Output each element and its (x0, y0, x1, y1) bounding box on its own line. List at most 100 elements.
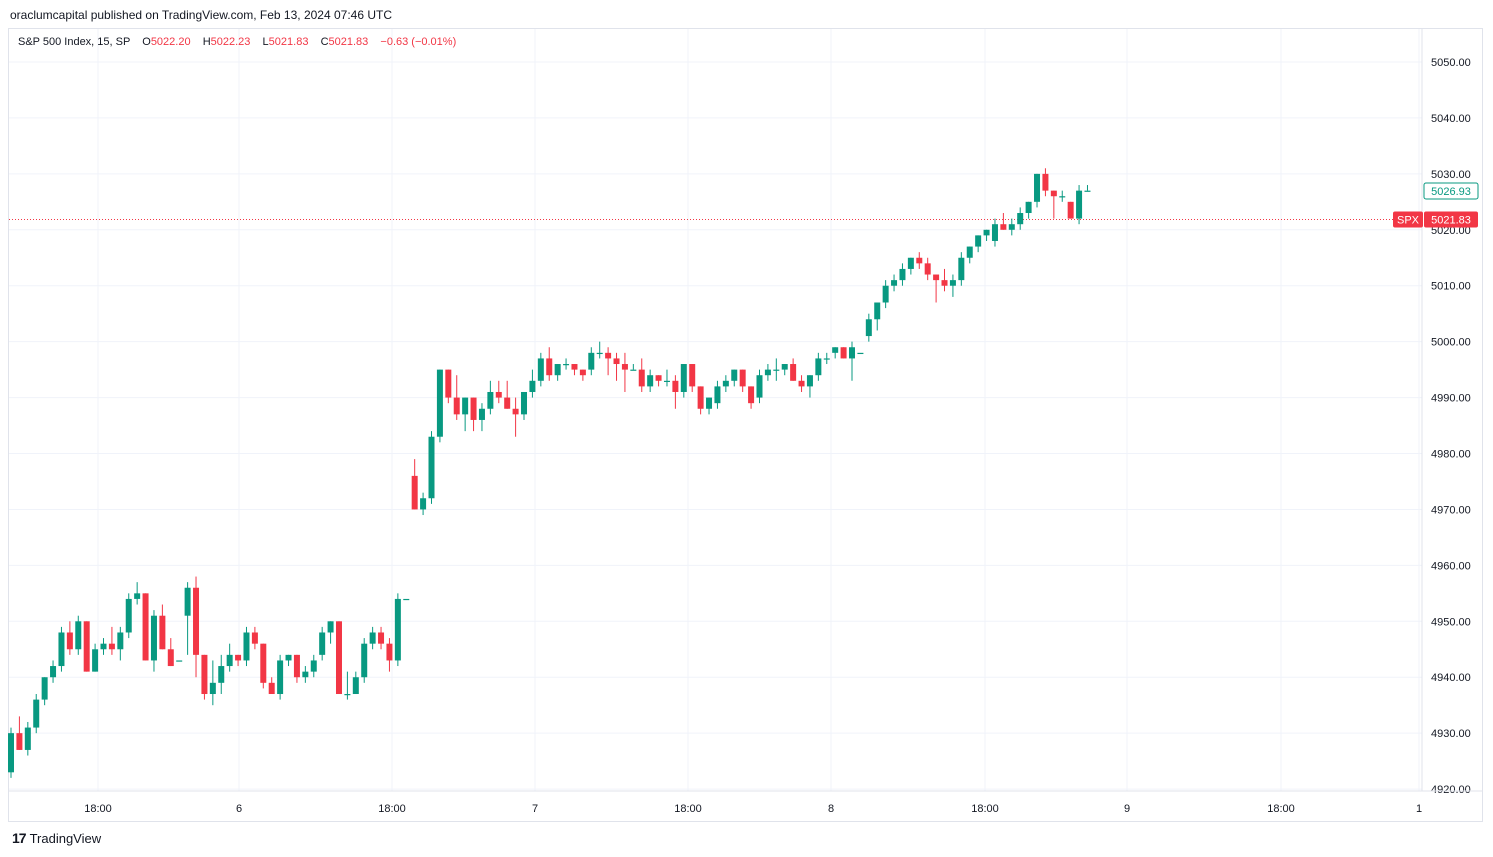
candle-body (184, 587, 191, 616)
chart-frame[interactable] (8, 28, 1483, 822)
price-tick-label: 4930.00 (1431, 728, 1471, 740)
candle-body (16, 733, 23, 750)
time-tick-label: 18:00 (674, 803, 702, 815)
time-tick-label: 1 (1416, 803, 1422, 815)
candle-body (193, 587, 200, 655)
candle-body (1017, 213, 1024, 225)
candle-body (1084, 190, 1091, 192)
candle-body (647, 375, 654, 387)
candle-body (714, 386, 721, 404)
candle-body (394, 598, 401, 661)
candle-body (167, 649, 174, 667)
time-tick-label: 9 (1124, 803, 1130, 815)
candle-body (260, 643, 267, 683)
price-tick-label: 4920.00 (1431, 784, 1471, 796)
candle-body (924, 263, 931, 275)
time-tick-label: 6 (236, 803, 242, 815)
candle-body (470, 397, 477, 420)
candle-body (731, 369, 738, 381)
candle-body (933, 274, 940, 281)
price-tick-label: 4960.00 (1431, 560, 1471, 572)
legend-low-label: L (262, 36, 269, 48)
candle-body (462, 397, 469, 415)
candle-body (108, 643, 115, 650)
candle-body (579, 369, 586, 376)
time-tick-label: 8 (828, 803, 834, 815)
candle-body (563, 364, 570, 366)
time-tick-label: 18:00 (378, 803, 406, 815)
candle-body (613, 358, 620, 365)
candle-body (150, 615, 157, 661)
candle-body (588, 352, 595, 370)
candle-body (243, 632, 250, 661)
tradingview-logo-icon: 17 (12, 830, 27, 846)
candle-body (302, 671, 309, 678)
legend-symbol: S&P 500 Index, 15, SP (18, 36, 131, 48)
candle-body (823, 358, 830, 360)
legend-close-label: C (320, 36, 329, 48)
candle-body (235, 654, 242, 661)
candle-body (327, 621, 334, 633)
legend-open-value: 5022.20 (150, 36, 191, 48)
legend-change-value: −0.63 (−0.01%) (380, 36, 457, 48)
candle-body (24, 727, 31, 750)
candle-body (621, 364, 628, 370)
candle-body (605, 352, 612, 359)
candle-body (251, 632, 258, 644)
candle-body (344, 694, 351, 696)
legend-high-label: H (202, 36, 211, 48)
last-price-tag (1423, 182, 1479, 200)
candle-body (865, 319, 872, 337)
legend-close-value: 5021.83 (328, 36, 369, 48)
candle-body (403, 598, 410, 601)
candle-body (781, 364, 788, 370)
candles (8, 168, 1091, 778)
candle-body (857, 352, 864, 355)
ticker-tag-label: SPX (1397, 215, 1420, 227)
candle-body (1076, 190, 1083, 219)
candle-body (554, 364, 561, 376)
candle-body (655, 375, 662, 381)
candle-body (739, 369, 746, 387)
price-tick-label: 4990.00 (1431, 393, 1471, 405)
price-tick-label: 4970.00 (1431, 504, 1471, 516)
candle-body (83, 621, 90, 672)
candle-body (142, 593, 149, 661)
candle-body (798, 380, 805, 387)
candle-body (663, 380, 670, 383)
candle-body (874, 302, 881, 320)
candle-body (361, 643, 368, 678)
candle-body (697, 386, 704, 409)
candle-body (521, 391, 528, 415)
candle-body (630, 369, 637, 371)
candle-body (134, 593, 141, 599)
price-axis: 5050.00 5040.00 5030.00 5020.00 5010.00 5000.… (1421, 29, 1471, 796)
candle-body (773, 369, 780, 371)
candle-body (293, 654, 300, 678)
candle-body (916, 257, 923, 264)
candle-body (832, 347, 839, 353)
candle-body (891, 280, 898, 286)
candle-body (546, 358, 553, 376)
tradingview-branding[interactable]: 17 TradingView (12, 830, 101, 846)
candle-body (436, 369, 443, 437)
candle-body (958, 257, 965, 281)
attribution-text: oraclumcapital published on TradingView.… (10, 8, 393, 22)
candle-body (680, 364, 687, 392)
time-tick-label: 18:00 (84, 803, 112, 815)
candle-body (369, 632, 376, 644)
last-price-tag-label: 5026.93 (1431, 186, 1471, 198)
candle-body (277, 660, 284, 695)
candle-body (537, 358, 544, 381)
candle-body (285, 654, 292, 661)
candle-body (58, 632, 65, 667)
price-tick-label: 5050.00 (1431, 57, 1471, 69)
candle-body (319, 632, 326, 655)
candle-body (226, 654, 233, 667)
candle-body (1034, 173, 1041, 202)
candle-body (1008, 224, 1015, 230)
current-price-tag-label: 5021.83 (1431, 215, 1471, 227)
price-tick-label: 4980.00 (1431, 449, 1471, 461)
legend-open-label: O (142, 36, 151, 48)
